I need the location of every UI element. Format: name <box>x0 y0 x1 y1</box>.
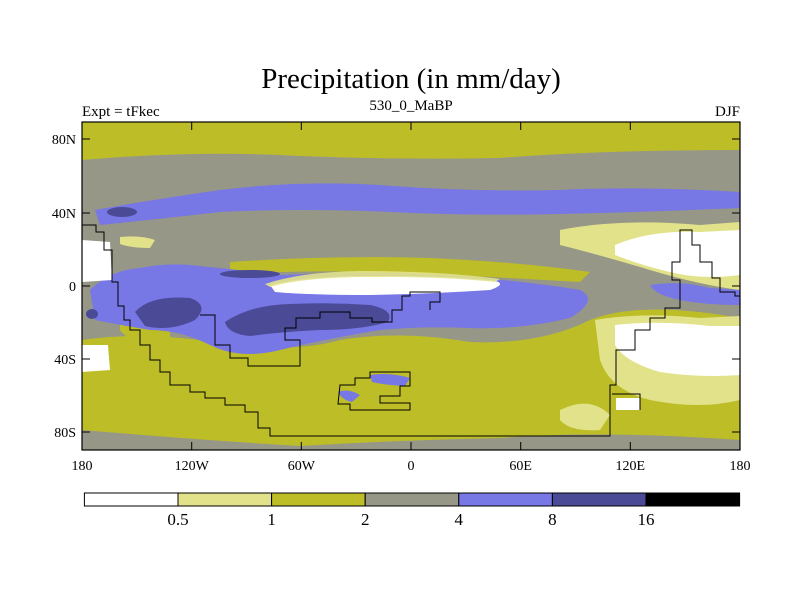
continent-outline <box>612 393 641 410</box>
x-tick-label: 120E <box>616 459 646 474</box>
precip-band-8-16 <box>220 270 280 278</box>
x-tick-label: 60W <box>288 459 316 474</box>
period-label: 530_0_MaBP <box>369 98 452 114</box>
y-tick-label: 80S <box>54 426 76 441</box>
colorbar-label: 0.5 <box>167 510 188 529</box>
x-tick-label: 60E <box>509 459 532 474</box>
precip-band-4-8 <box>338 390 360 402</box>
y-tick-label: 40N <box>52 207 76 222</box>
x-tick-label: 180 <box>72 459 93 474</box>
precip-band-1-2 <box>230 257 590 282</box>
continent-outline <box>337 371 411 411</box>
colorbar-label: 1 <box>267 510 276 529</box>
y-tick-label: 40S <box>54 353 76 368</box>
colorbar-label: 2 <box>361 510 370 529</box>
precip-band-0.5-1 <box>560 403 610 431</box>
precip-band-lt-0.5 <box>82 345 110 372</box>
x-tick-label: 0 <box>408 459 415 474</box>
precip-band-8-16 <box>107 207 137 217</box>
precip-band-0.5-1 <box>120 236 155 248</box>
precip-band-lt-0.5 <box>82 240 112 282</box>
x-tick-label: 180 <box>730 459 751 474</box>
y-tick-label: 0 <box>69 280 76 295</box>
precip-band-8-16 <box>86 309 98 319</box>
colorbar-swatch <box>271 492 366 507</box>
season-label: DJF <box>715 104 740 120</box>
colorbar-swatch <box>551 492 647 507</box>
colorbar-label: 8 <box>548 510 557 529</box>
precip-band-lt-0.5 <box>616 398 640 410</box>
colorbar-swatch <box>645 492 741 507</box>
colorbar-swatch <box>458 492 553 507</box>
axis-ticks <box>82 122 740 450</box>
colorbar <box>83 492 741 507</box>
precip-band-lt-0.5 <box>615 230 740 277</box>
precip-band-lt-0.5 <box>615 322 740 376</box>
y-tick-label: 80N <box>52 133 76 148</box>
precip-band-1-2 <box>82 122 740 160</box>
experiment-label: Expt = tFkec <box>82 104 160 120</box>
precip-band-4-8 <box>370 374 410 386</box>
precip-band-8-16 <box>135 297 202 328</box>
precip-band-4-8 <box>95 183 740 225</box>
precip-band-1-2 <box>265 271 500 287</box>
precip-band-1-2 <box>205 345 350 368</box>
colorbar-label: 16 <box>638 510 655 529</box>
precip-band-lt-0.5 <box>270 275 500 295</box>
precip-band-2-4 <box>82 430 740 450</box>
map-title: Precipitation (in mm/day) <box>261 63 561 95</box>
x-tick-label: 120W <box>175 459 210 474</box>
precip-band-8-16 <box>225 303 390 336</box>
colorbar-swatch <box>177 492 273 507</box>
colorbar-swatch <box>83 492 179 507</box>
precipitation-map <box>82 122 740 450</box>
colorbar-label: 4 <box>455 510 464 529</box>
colorbar-swatch <box>364 492 460 507</box>
precip-band-4-8 <box>650 283 740 305</box>
continent-outline <box>200 291 441 367</box>
continent-outline <box>82 224 740 437</box>
colorbar-labels: 0.5 1 2 4 8 16 <box>167 510 654 529</box>
